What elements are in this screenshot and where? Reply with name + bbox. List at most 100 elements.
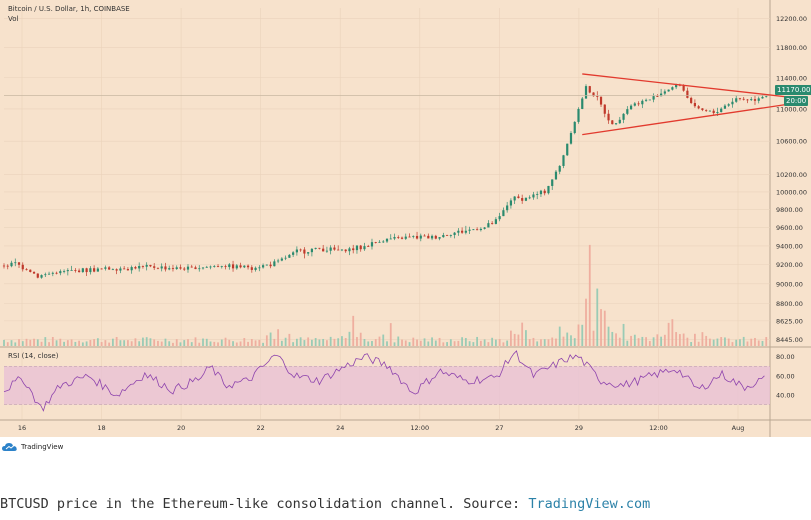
candle-body — [62, 271, 66, 272]
volume-bar — [187, 339, 189, 346]
volume-bar — [517, 334, 520, 346]
candle-body — [209, 266, 212, 268]
candle-body — [382, 241, 385, 243]
volume-bar — [585, 298, 587, 346]
volume-bar — [202, 338, 204, 346]
volume-bar — [14, 342, 17, 346]
volume-bar — [93, 339, 96, 346]
price-tick-label: 9800.00 — [776, 206, 803, 214]
price-tick-label: 9000.00 — [776, 280, 803, 288]
chart-area[interactable]: 8445.00 8625.00 8800.00 9000.00 9200.00 9400.… — [0, 0, 811, 437]
candle-body — [543, 190, 546, 194]
candle-body — [115, 269, 118, 271]
volume-bar — [258, 339, 261, 346]
time-tick-label: 22 — [257, 424, 265, 432]
volume-bar — [393, 342, 396, 346]
candle-body — [761, 96, 764, 99]
candle-body — [310, 248, 314, 253]
candle-body — [81, 268, 84, 273]
candle-body — [179, 267, 182, 269]
candle-body — [59, 271, 62, 274]
candle-body — [596, 96, 599, 97]
candle-body — [2, 265, 6, 267]
candle-body — [502, 210, 505, 217]
candle-body — [753, 99, 757, 101]
candle-body — [29, 269, 32, 273]
figure-caption: BTCUSD price in the Ethereum-like consol… — [0, 496, 811, 512]
volume-bar — [247, 341, 249, 346]
time-tick-label: Aug — [732, 424, 745, 432]
candle-body — [175, 267, 178, 270]
rsi-line — [3, 350, 765, 412]
candle-body — [10, 262, 13, 267]
volume-bar — [645, 337, 647, 346]
volume-bar — [577, 324, 580, 346]
candle-body — [705, 110, 708, 111]
candle-body — [397, 237, 400, 238]
candle-body — [389, 238, 392, 240]
volume-bar — [656, 334, 659, 346]
candle-body — [96, 268, 99, 272]
volume-bar — [63, 341, 65, 346]
volume-bar — [224, 337, 227, 346]
candle-body — [487, 223, 490, 228]
time-tick-label: 12:00 — [410, 424, 429, 432]
candle-body — [149, 264, 152, 267]
volume-bar — [521, 322, 524, 346]
candle-body — [171, 268, 175, 270]
candle-body — [141, 266, 145, 267]
candle-body — [708, 110, 712, 112]
volume-bar — [130, 341, 133, 346]
candle-body — [427, 235, 430, 239]
volume-bar — [525, 330, 527, 346]
volume-bar — [675, 332, 678, 346]
candle-body — [299, 249, 302, 251]
candle-body — [588, 86, 591, 93]
candle-body — [85, 268, 88, 273]
candle-body — [629, 105, 633, 110]
rsi-tick-label: 60.00 — [776, 372, 795, 380]
price-tick-label: 8625.00 — [776, 317, 803, 325]
candle-body — [333, 247, 336, 250]
volume-bar — [295, 338, 298, 346]
caption-source-link[interactable]: TradingView.com — [528, 496, 651, 512]
candle-body — [746, 99, 749, 101]
volume-bar — [757, 340, 760, 346]
volume-bar — [378, 336, 381, 346]
volume-bar — [115, 336, 118, 346]
candle-body — [442, 235, 445, 238]
candle-body — [577, 108, 580, 122]
volume-bar — [502, 342, 505, 346]
price-tick-label: 9600.00 — [776, 224, 803, 232]
candle-body — [524, 197, 528, 201]
candle-body — [445, 235, 449, 236]
candle-body — [55, 272, 58, 274]
candle-body — [138, 266, 141, 269]
candle-body — [757, 98, 760, 101]
volume-bar — [78, 340, 80, 346]
volume-bar — [10, 340, 13, 346]
price-chart-svg[interactable]: 8445.00 8625.00 8800.00 9000.00 9200.00 9400.… — [0, 0, 811, 437]
tradingview-logo[interactable]: TradingView — [2, 441, 63, 453]
volume-bar — [472, 342, 475, 346]
candle-body — [243, 265, 246, 268]
volume-bar — [562, 336, 565, 346]
volume-bar — [536, 341, 539, 346]
volume-bar — [641, 336, 644, 346]
volume-bar — [205, 338, 208, 346]
volume-bar — [633, 334, 636, 346]
candle-body — [363, 246, 366, 250]
candle-body — [36, 273, 39, 278]
volume-bar — [491, 337, 494, 346]
price-tick-label: 10600.00 — [776, 138, 807, 146]
volume-bar — [724, 337, 726, 346]
candle-body — [164, 266, 167, 270]
volume-bar — [85, 341, 88, 346]
volume-bar — [494, 339, 497, 346]
volume-bar — [528, 339, 531, 346]
candle-body — [656, 96, 659, 97]
volume-bar — [513, 333, 516, 346]
candle-body — [735, 98, 738, 102]
volume-bar — [149, 338, 152, 346]
candle-body — [303, 249, 306, 254]
